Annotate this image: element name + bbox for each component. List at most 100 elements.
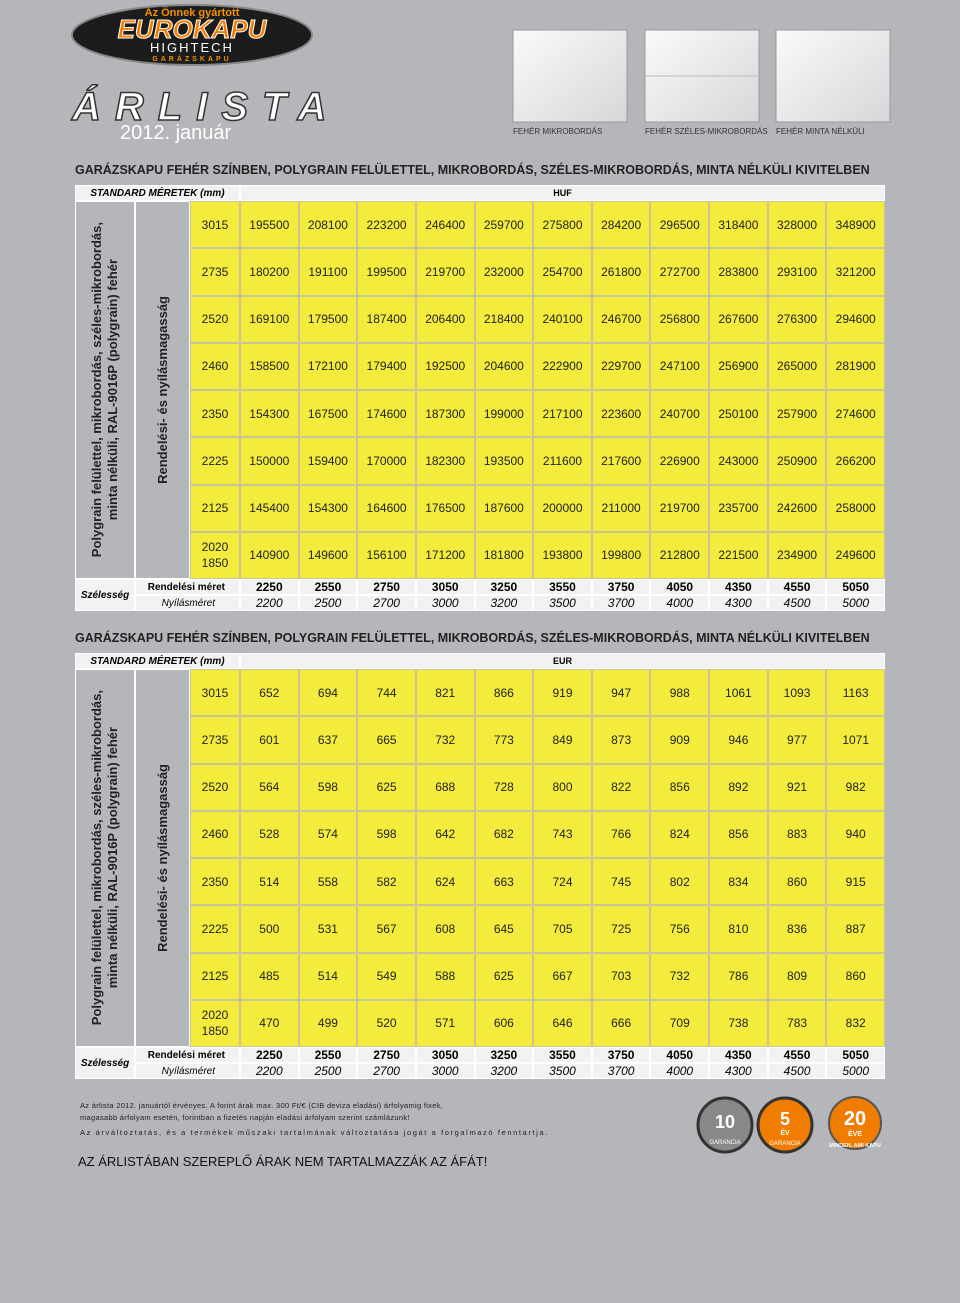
price: 150000 — [240, 437, 299, 485]
price: 219700 — [415, 248, 475, 296]
price: 243000 — [709, 437, 768, 485]
price: 176500 — [415, 484, 475, 532]
price: 766 — [591, 810, 651, 858]
price: 919 — [533, 669, 592, 717]
order-size: 4550 — [767, 1047, 827, 1063]
opening-label: Nyílásméret — [135, 1063, 240, 1079]
price: 223200 — [357, 201, 416, 249]
order-size: 4350 — [709, 579, 768, 595]
price: 1163 — [826, 669, 885, 717]
currency: HUF — [240, 185, 885, 201]
order-size: 3750 — [591, 579, 651, 595]
side-label-line: Polygrain felülettel, mikrobordás, széle… — [89, 222, 104, 558]
price: 249600 — [826, 531, 885, 579]
price: 824 — [650, 810, 710, 858]
price: 1093 — [767, 669, 827, 717]
price: 744 — [357, 669, 416, 717]
standard-label: STANDARD MÉRETEK (mm) — [75, 185, 240, 201]
price: 257900 — [767, 390, 827, 438]
row-height: 2125 — [190, 952, 240, 1000]
price: 321200 — [826, 248, 885, 296]
price: 156100 — [357, 531, 416, 579]
row-height: 2350 — [190, 390, 240, 438]
price: 318400 — [709, 201, 768, 249]
badge-text: ÉV — [780, 1128, 790, 1137]
order-size: 2750 — [357, 1047, 416, 1063]
price: 235700 — [709, 484, 768, 532]
price: 856 — [709, 810, 768, 858]
opening-size: 4500 — [767, 1063, 827, 1079]
price: 725 — [591, 905, 651, 953]
price: 259700 — [474, 201, 534, 249]
height-value: 1850 — [201, 556, 229, 571]
price: 582 — [357, 858, 416, 906]
row-height: 2225 — [190, 905, 240, 953]
price: 204600 — [474, 342, 534, 390]
opening-size: 2500 — [298, 1063, 358, 1079]
price: 688 — [415, 763, 475, 811]
price: 206400 — [415, 295, 475, 343]
order-size: 2250 — [240, 1047, 299, 1063]
opening-size: 2200 — [240, 595, 299, 611]
price: 834 — [709, 858, 768, 906]
row-height: 3015 — [190, 201, 240, 249]
price: 810 — [709, 905, 768, 953]
price: 705 — [533, 905, 592, 953]
price: 887 — [826, 905, 885, 953]
opening-size: 2200 — [240, 1063, 299, 1079]
price: 836 — [767, 905, 827, 953]
height-value: 2020 — [201, 540, 229, 555]
opening-size: 4000 — [650, 595, 710, 611]
badge-text: GARANCIA — [769, 1141, 800, 1147]
price: 709 — [650, 999, 710, 1047]
price: 883 — [767, 810, 827, 858]
price: 284200 — [591, 201, 651, 249]
order-size: 2550 — [298, 1047, 358, 1063]
price: 821 — [415, 669, 475, 717]
price: 211000 — [591, 484, 651, 532]
row-height: 2020 1850 — [190, 999, 240, 1047]
price: 921 — [767, 763, 827, 811]
height-value: 2520 — [201, 312, 229, 327]
price: 193800 — [533, 531, 592, 579]
price: 745 — [591, 858, 651, 906]
price: 500 — [240, 905, 299, 953]
logo-ellipse — [71, 4, 313, 66]
sample-label: FEHÉR MINTA NÉLKÜLI — [776, 127, 865, 136]
order-size: 4050 — [650, 1047, 710, 1063]
price: 250900 — [767, 437, 827, 485]
price: 226900 — [650, 437, 710, 485]
price: 348900 — [826, 201, 885, 249]
side-label-text: Polygrain felülettel, mikrobordás, széle… — [89, 222, 121, 557]
price: 191100 — [298, 248, 358, 296]
height-value: 2125 — [201, 969, 229, 984]
price: 625 — [357, 763, 416, 811]
order-size: 3250 — [474, 579, 534, 595]
price: 169100 — [240, 295, 299, 343]
row-height: 3015 — [190, 669, 240, 717]
price: 283800 — [709, 248, 768, 296]
price: 783 — [767, 999, 827, 1047]
badge — [756, 1096, 814, 1154]
price: 873 — [591, 716, 651, 764]
side-label: Polygrain felülettel, mikrobordás, széle… — [75, 669, 135, 1047]
price: 558 — [298, 858, 358, 906]
badge — [696, 1096, 754, 1154]
price: 149600 — [298, 531, 358, 579]
row-height: 2735 — [190, 716, 240, 764]
price: 822 — [591, 763, 651, 811]
order-size: 3050 — [415, 1047, 475, 1063]
sample-label: FEHÉR SZÉLES-MIKROBORDÁS — [645, 127, 768, 136]
price: 667 — [533, 952, 592, 1000]
price: 666 — [591, 999, 651, 1047]
order-size: 2550 — [298, 579, 358, 595]
price: 786 — [709, 952, 768, 1000]
logo-brand: EUROKAPU — [118, 14, 268, 44]
opening-size: 2700 — [357, 595, 416, 611]
badge-text: 20 — [844, 1108, 866, 1130]
price: 909 — [650, 716, 710, 764]
price: 860 — [767, 858, 827, 906]
price: 520 — [357, 999, 416, 1047]
height-value: 2350 — [201, 874, 229, 889]
side-label-text: Polygrain felülettel, mikrobordás, széle… — [89, 690, 121, 1025]
